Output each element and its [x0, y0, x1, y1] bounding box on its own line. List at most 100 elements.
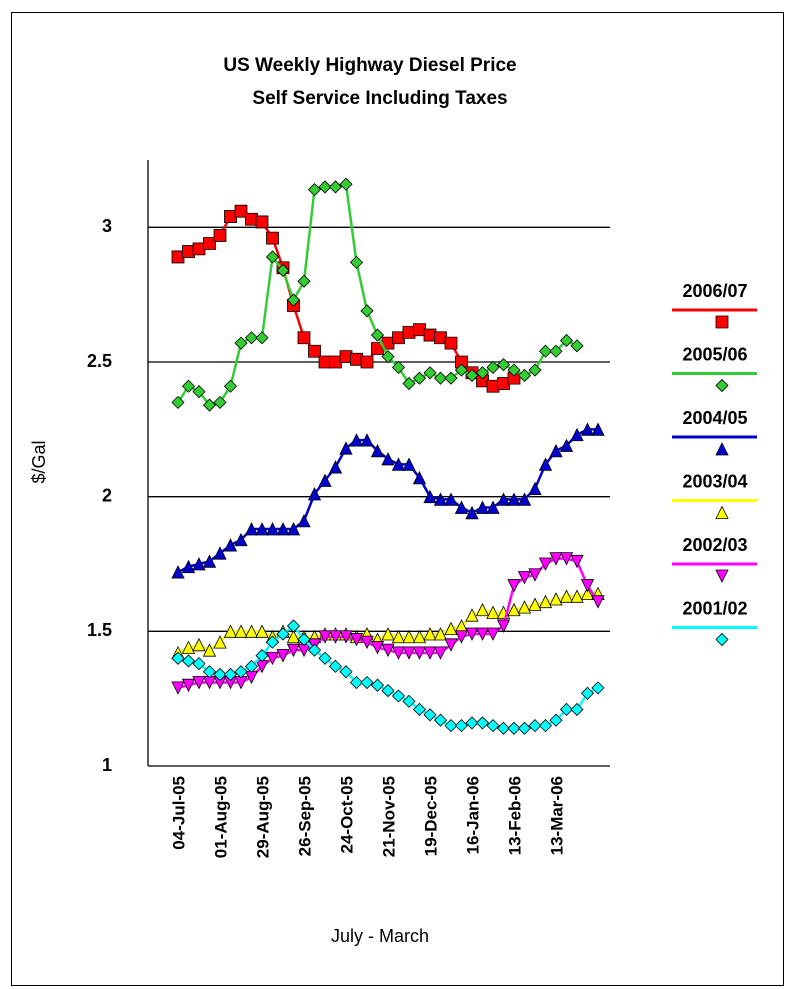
marker — [223, 667, 238, 681]
marker — [329, 355, 342, 369]
marker — [475, 500, 490, 514]
marker — [381, 627, 395, 641]
marker — [580, 586, 595, 601]
marker — [559, 438, 574, 452]
marker — [454, 363, 469, 377]
marker — [402, 694, 416, 708]
marker — [286, 522, 301, 536]
marker — [444, 371, 458, 385]
marker — [370, 443, 385, 458]
x-tick-label: 01-Aug-05 — [211, 776, 230, 858]
marker — [265, 635, 280, 649]
marker — [265, 250, 280, 264]
marker — [580, 422, 595, 436]
marker — [549, 552, 563, 566]
marker — [339, 665, 353, 679]
marker — [517, 492, 532, 506]
marker — [318, 651, 332, 665]
marker — [507, 721, 521, 735]
marker — [297, 632, 311, 646]
marker — [496, 619, 511, 633]
marker — [234, 665, 248, 679]
legend-marker — [715, 442, 729, 456]
marker — [444, 719, 458, 733]
marker — [549, 344, 563, 358]
marker — [381, 452, 395, 466]
marker — [360, 635, 374, 650]
marker — [423, 646, 437, 660]
marker — [444, 336, 458, 350]
marker — [549, 443, 563, 458]
marker — [517, 368, 532, 383]
marker — [538, 557, 553, 571]
marker — [528, 597, 542, 611]
marker — [297, 514, 311, 528]
marker — [475, 716, 490, 730]
marker — [318, 473, 332, 487]
marker — [234, 532, 248, 547]
marker — [318, 630, 332, 644]
y-axis-title: $/Gal — [29, 440, 49, 483]
marker — [213, 395, 227, 409]
marker — [349, 255, 364, 269]
marker — [465, 716, 479, 730]
marker — [454, 500, 469, 514]
marker — [202, 398, 217, 412]
marker — [244, 659, 259, 673]
marker — [433, 627, 448, 641]
legend-marker — [715, 569, 729, 583]
x-tick-label: 04-Jul-05 — [169, 776, 188, 850]
marker — [349, 633, 364, 647]
marker — [255, 649, 269, 663]
marker — [224, 210, 237, 223]
y-tick-label: 2.5 — [87, 351, 112, 371]
marker — [433, 713, 448, 727]
legend-label: 2006/07 — [682, 281, 747, 301]
marker — [223, 538, 238, 552]
marker — [192, 385, 206, 399]
marker — [181, 654, 196, 668]
marker — [465, 368, 479, 383]
marker — [454, 630, 469, 644]
marker — [538, 719, 553, 733]
marker — [528, 719, 542, 733]
marker — [412, 646, 427, 660]
marker — [286, 629, 301, 644]
marker — [381, 350, 395, 364]
marker — [507, 579, 521, 593]
marker — [402, 325, 416, 339]
x-tick-label: 13-Feb-06 — [505, 776, 524, 855]
legend-label: 2001/02 — [682, 598, 747, 618]
marker — [213, 635, 227, 649]
marker — [181, 678, 196, 693]
legend-marker — [715, 505, 729, 519]
marker — [349, 675, 364, 690]
marker — [412, 371, 427, 385]
marker — [181, 559, 196, 574]
marker — [381, 643, 395, 658]
marker — [213, 546, 227, 560]
marker — [265, 522, 280, 536]
legend-marker — [715, 378, 729, 393]
x-tick-label: 26-Sep-05 — [295, 776, 314, 856]
marker — [307, 643, 322, 657]
legend-label: 2003/04 — [682, 471, 747, 491]
marker — [339, 177, 353, 191]
marker — [223, 624, 238, 638]
marker — [266, 231, 279, 245]
marker — [412, 470, 427, 485]
marker — [244, 624, 259, 638]
marker — [496, 721, 511, 735]
marker — [265, 651, 280, 666]
marker — [286, 643, 301, 658]
marker — [203, 237, 216, 250]
marker — [402, 629, 416, 644]
marker — [402, 457, 416, 471]
marker — [370, 641, 385, 655]
marker — [423, 489, 437, 504]
marker — [475, 627, 490, 641]
marker — [171, 651, 185, 665]
marker — [276, 649, 290, 663]
marker — [580, 686, 595, 700]
